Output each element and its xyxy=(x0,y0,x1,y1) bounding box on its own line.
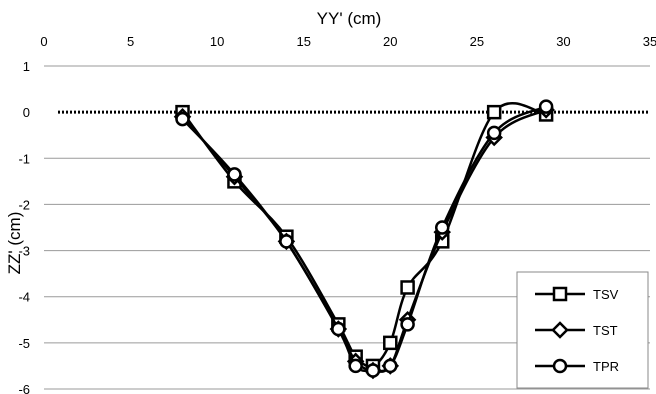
data-point-tsv xyxy=(383,335,398,351)
x-axis-title: YY' (cm) xyxy=(317,9,382,28)
data-point-tpr xyxy=(486,125,502,141)
legend-label-tsv: TSV xyxy=(593,287,619,302)
y-tick-label: -5 xyxy=(18,336,30,351)
series-line-tst xyxy=(181,108,547,373)
series-line-tpr xyxy=(181,105,547,373)
x-tick-label: 15 xyxy=(296,34,310,49)
y-axis-title: ZZ' (cm) xyxy=(5,212,24,275)
x-tick-label: 10 xyxy=(210,34,224,49)
y-tick-label: -3 xyxy=(18,244,30,259)
y-tick-label: -1 xyxy=(18,151,30,166)
x-tick-label: 35 xyxy=(643,34,656,49)
y-tick-label: 0 xyxy=(23,105,30,120)
y-tick-label: -6 xyxy=(18,382,30,394)
legend: TSV TST TPR xyxy=(516,271,649,389)
data-point-tpr xyxy=(279,234,294,249)
legend-marker-tpr xyxy=(552,358,568,374)
y-tick-label: -4 xyxy=(18,290,30,305)
legend-label-tpr: TPR xyxy=(593,359,619,374)
data-point-tpr xyxy=(348,358,363,374)
x-tick-label: 30 xyxy=(556,34,570,49)
data-point-tsv xyxy=(486,104,502,120)
data-point-tsv xyxy=(400,280,415,295)
data-point-tpr xyxy=(227,167,242,182)
legend-marker-tsv xyxy=(552,286,568,302)
axes: 10-1-2-3-4-5-60 5 10 15 20 25 30 35 xyxy=(18,34,656,394)
y-tick-label: -2 xyxy=(18,197,30,212)
y-tick-label: 1 xyxy=(23,59,30,74)
data-point-tpr xyxy=(400,317,415,332)
series-layer xyxy=(173,99,555,380)
legend-label-tst: TST xyxy=(593,323,618,338)
legend-marker-tst xyxy=(551,321,569,339)
data-point-tpr xyxy=(383,358,398,374)
data-point-tpr xyxy=(331,321,346,337)
data-point-tpr xyxy=(175,111,190,127)
data-point-tpr xyxy=(434,220,450,235)
x-tick-label: 25 xyxy=(470,34,484,49)
x-tick-label: 5 xyxy=(127,34,134,49)
data-point-tpr xyxy=(365,363,381,378)
x-tick-label: 0 xyxy=(40,34,47,49)
data-point-tpr xyxy=(538,99,554,114)
x-tick-label: 20 xyxy=(383,34,397,49)
